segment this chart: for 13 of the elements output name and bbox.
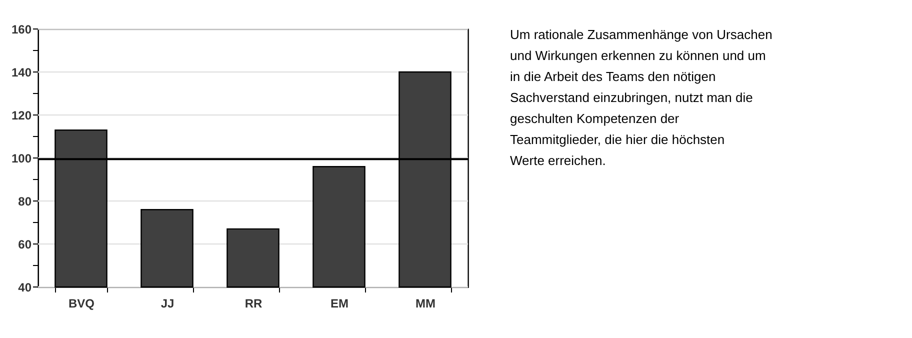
x-tick-label: RR xyxy=(244,296,262,310)
y-tick-label: 40 xyxy=(18,280,32,294)
x-tick-label: JJ xyxy=(160,296,174,310)
y-tick-label: 60 xyxy=(18,238,32,252)
x-tick-label: EM xyxy=(330,296,349,310)
text: Um rationale Zusammenhänge von Ursachen und Wirkungen erkennen zu können und um in die Arbeit des Teams den nötigen Sachverstand einzubringen, nutzt man die geschulten Kompetenzen der Teammitglieder, die hier die höchsten Werte erreichen. xyxy=(510,27,772,168)
x-tick-label: MM xyxy=(416,296,436,310)
y-tick-label: 140 xyxy=(11,66,32,80)
y-tick-label: 100 xyxy=(11,152,32,166)
y-tick-label: 160 xyxy=(11,22,32,36)
x-tick-label: BVQ xyxy=(68,296,95,310)
y-tick-label: 120 xyxy=(11,108,32,122)
y-tick-label: 80 xyxy=(18,194,32,208)
